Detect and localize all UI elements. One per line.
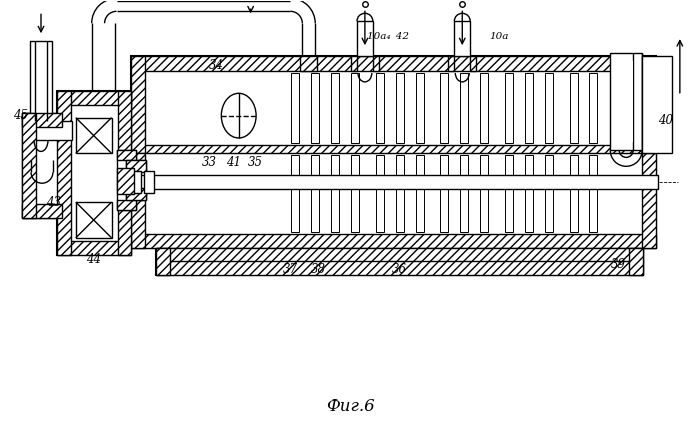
Bar (157, 248, 643, 275)
Text: 45: 45 (13, 109, 28, 122)
Bar (642, 154, 656, 248)
Bar (22, 113, 62, 218)
Bar (22, 204, 62, 218)
Bar (131, 234, 656, 248)
Bar (117, 150, 136, 160)
Bar (157, 248, 643, 262)
Bar (291, 155, 299, 232)
Bar (131, 56, 145, 154)
Bar (480, 155, 488, 232)
Bar (373, 56, 379, 71)
Text: 36: 36 (392, 263, 408, 276)
Bar (127, 169, 146, 195)
Bar (311, 155, 319, 232)
Text: 34: 34 (208, 59, 224, 73)
Text: 44: 44 (86, 253, 101, 266)
Bar (454, 21, 470, 56)
Bar (311, 73, 319, 144)
Bar (131, 145, 656, 154)
Bar (127, 160, 146, 172)
Bar (545, 73, 553, 144)
Bar (157, 261, 643, 275)
Text: Фиг.6: Фиг.6 (326, 398, 375, 415)
Bar (376, 155, 384, 232)
Bar (331, 155, 339, 232)
Bar (480, 73, 488, 144)
Bar (440, 155, 448, 232)
Bar (545, 155, 553, 232)
Bar (505, 73, 513, 144)
Bar (331, 73, 339, 144)
Bar (460, 73, 468, 144)
Text: 37: 37 (283, 263, 298, 276)
Text: 33: 33 (201, 156, 217, 169)
Bar (619, 61, 633, 142)
Text: 41: 41 (226, 156, 241, 169)
Bar (127, 188, 146, 200)
Bar (351, 56, 357, 71)
Bar (131, 154, 656, 248)
Bar (131, 171, 141, 193)
Bar (396, 73, 403, 144)
Bar (629, 248, 643, 275)
Bar (376, 73, 384, 144)
Bar (351, 155, 359, 232)
Bar (505, 155, 513, 232)
Bar (589, 155, 598, 232)
Ellipse shape (222, 93, 256, 138)
Bar (610, 53, 642, 150)
Text: 10а₄ 42: 10а₄ 42 (367, 32, 409, 41)
Bar (117, 200, 136, 210)
Bar (525, 73, 533, 144)
Bar (642, 56, 656, 154)
Bar (301, 56, 317, 71)
Bar (131, 175, 658, 189)
Text: 10а: 10а (489, 32, 509, 41)
Bar (131, 154, 145, 248)
Bar (642, 56, 672, 154)
Text: 38: 38 (310, 263, 326, 276)
Bar (117, 168, 134, 194)
Bar (351, 73, 359, 144)
Bar (57, 241, 131, 255)
Bar (117, 150, 136, 210)
Bar (57, 91, 131, 255)
Bar (589, 73, 598, 144)
Bar (75, 202, 112, 238)
Bar (570, 155, 577, 232)
Bar (157, 248, 170, 275)
Bar (127, 160, 146, 200)
Bar (57, 91, 131, 105)
Bar (416, 155, 424, 232)
Bar (357, 21, 373, 56)
Bar (131, 56, 656, 154)
Bar (131, 56, 656, 71)
Bar (144, 171, 154, 193)
Bar (416, 73, 424, 144)
Bar (30, 41, 52, 120)
Bar (570, 73, 577, 144)
Bar (470, 56, 476, 71)
Bar (22, 113, 36, 218)
Bar (291, 73, 299, 144)
Text: 35: 35 (248, 156, 263, 169)
Bar (460, 155, 468, 232)
Bar (525, 155, 533, 232)
Bar (440, 73, 448, 144)
Text: 40: 40 (658, 114, 673, 127)
Bar (117, 91, 131, 255)
Bar (75, 118, 112, 154)
Bar (22, 113, 62, 126)
Text: 43: 43 (46, 196, 62, 209)
Bar (448, 56, 454, 71)
Bar (396, 155, 403, 232)
Bar (57, 91, 71, 255)
Bar (30, 120, 72, 141)
Text: 39: 39 (611, 258, 626, 271)
